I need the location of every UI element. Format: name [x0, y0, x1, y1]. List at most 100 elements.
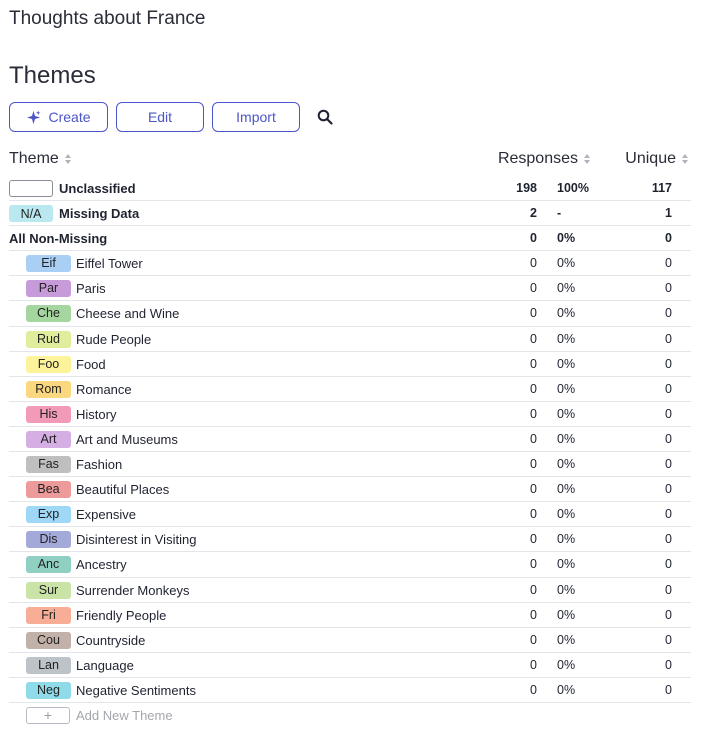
theme-badge: Che	[26, 305, 71, 323]
theme-row[interactable]: Fri Friendly People 0 0% 0	[9, 603, 691, 628]
theme-label: Ancestry	[76, 557, 127, 573]
theme-row[interactable]: His History 0 0% 0	[9, 402, 691, 427]
theme-row[interactable]: Lan Language 0 0% 0	[9, 653, 691, 678]
responses-count: 0	[530, 582, 537, 597]
theme-badge: Eif	[26, 255, 71, 273]
summary-row[interactable]: Unclassified 198 100% 117	[9, 176, 691, 202]
theme-header-label: Theme	[9, 150, 59, 167]
responses-count: 0	[530, 607, 537, 622]
unique-count: 0	[665, 607, 672, 622]
theme-row[interactable]: Exp Expensive 0 0% 0	[9, 502, 691, 528]
theme-row[interactable]: Foo Food 0 0% 0	[9, 352, 691, 377]
theme-label: Art and Museums	[76, 431, 178, 447]
responses-count: 0	[530, 406, 537, 421]
theme-label: Language	[76, 657, 134, 673]
theme-row[interactable]: Art Art and Museums 0 0% 0	[9, 427, 691, 453]
unique-count: 0	[665, 281, 672, 296]
sort-icon	[682, 154, 688, 164]
theme-row[interactable]: Rom Romance 0 0% 0	[9, 377, 691, 402]
unique-count: 0	[665, 632, 672, 647]
theme-row[interactable]: Neg Negative Sentiments 0 0% 0	[9, 678, 691, 703]
theme-row[interactable]: Bea Beautiful Places 0 0% 0	[9, 477, 691, 503]
theme-label: Missing Data	[59, 206, 140, 222]
theme-label: Negative Sentiments	[76, 682, 196, 698]
responses-percent: 0%	[557, 356, 576, 371]
theme-row[interactable]: Par Paris 0 0% 0	[9, 276, 691, 302]
edit-button-label: Edit	[147, 109, 173, 125]
responses-count: 0	[530, 356, 537, 371]
theme-row[interactable]: Anc Ancestry 0 0% 0	[9, 552, 691, 578]
add-new-theme[interactable]: + Add New Theme	[9, 703, 691, 728]
import-button[interactable]: Import	[212, 102, 300, 132]
themes-toolbar: Create Edit Import	[9, 102, 336, 132]
responses-header-label: Responses	[497, 150, 578, 167]
theme-label: All Non-Missing	[9, 231, 108, 247]
theme-label: Paris	[76, 281, 106, 297]
theme-row[interactable]: Che Cheese and Wine 0 0% 0	[9, 301, 691, 327]
responses-percent: 0%	[557, 281, 576, 296]
responses-count: 0	[530, 457, 537, 472]
theme-label: Food	[76, 356, 106, 372]
theme-row[interactable]: Dis Disinterest in Visiting 0 0% 0	[9, 527, 691, 553]
responses-percent: 0%	[557, 231, 576, 246]
summary-row[interactable]: All Non-Missing 0 0% 0	[9, 226, 691, 252]
theme-label: Cheese and Wine	[76, 306, 180, 322]
theme-badge: Art	[26, 430, 71, 448]
theme-row[interactable]: Cou Countryside 0 0% 0	[9, 628, 691, 653]
summary-row[interactable]: N/A Missing Data 2 - 1	[9, 201, 691, 227]
responses-count: 0	[530, 231, 537, 246]
theme-row[interactable]: Rud Rude People 0 0% 0	[9, 327, 691, 352]
theme-badge	[9, 180, 53, 197]
unique-count: 0	[665, 482, 672, 497]
search-button[interactable]	[314, 106, 336, 128]
unique-count: 117	[651, 181, 672, 195]
theme-label: History	[76, 406, 117, 422]
responses-count: 0	[530, 532, 537, 547]
sparkle-icon	[27, 109, 42, 124]
theme-label: Friendly People	[76, 607, 167, 623]
unique-count: 0	[665, 306, 672, 321]
unique-count: 0	[665, 331, 672, 346]
responses-percent: 0%	[557, 406, 576, 421]
responses-percent: 0%	[557, 682, 576, 697]
unique-count: 0	[665, 507, 672, 522]
unique-header-label: Unique	[625, 150, 676, 167]
responses-count: 2	[530, 206, 537, 221]
theme-badge: Fas	[26, 456, 71, 474]
responses-percent: 0%	[557, 582, 576, 597]
theme-label: Rude People	[76, 331, 152, 347]
page-title: Thoughts about France	[9, 8, 206, 29]
edit-button[interactable]: Edit	[116, 102, 204, 132]
theme-badge: His	[26, 405, 71, 423]
theme-row[interactable]: Fas Fashion 0 0% 0	[9, 452, 691, 478]
unique-count: 0	[665, 532, 672, 547]
theme-badge: Bea	[26, 481, 71, 499]
responses-column-header[interactable]: Responses	[498, 150, 591, 168]
theme-row[interactable]: Eif Eiffel Tower 0 0% 0	[9, 251, 691, 277]
responses-count: 0	[530, 557, 537, 572]
responses-percent: 100%	[557, 181, 589, 195]
responses-percent: 0%	[557, 607, 576, 622]
unique-count: 0	[665, 582, 672, 597]
theme-badge: Foo	[26, 355, 71, 373]
responses-percent: 0%	[557, 507, 576, 522]
responses-count: 0	[530, 657, 537, 672]
theme-row[interactable]: Sur Surrender Monkeys 0 0% 0	[9, 578, 691, 603]
theme-label: Unclassified	[59, 181, 136, 196]
add-new-theme-label: Add New Theme	[76, 707, 173, 723]
unique-count: 0	[665, 256, 672, 271]
unique-count: 0	[665, 657, 672, 672]
section-title: Themes	[9, 62, 96, 89]
theme-badge: Neg	[26, 681, 71, 699]
theme-label: Countryside	[76, 632, 146, 648]
unique-column-header[interactable]: Unique	[625, 150, 689, 168]
create-button[interactable]: Create	[9, 102, 108, 132]
unique-count: 0	[665, 431, 672, 446]
search-icon	[317, 109, 333, 125]
theme-badge: N/A	[9, 205, 53, 223]
theme-badge: Anc	[26, 556, 71, 574]
theme-column-header[interactable]: Theme	[9, 150, 72, 168]
responses-count: 0	[530, 431, 537, 446]
theme-badge: Rud	[26, 330, 71, 348]
theme-label: Surrender Monkeys	[76, 582, 190, 598]
